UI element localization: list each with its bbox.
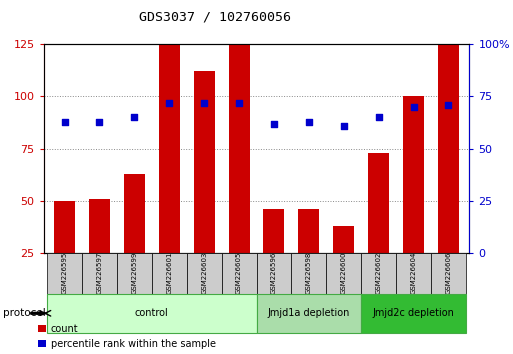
Bar: [124, 174, 145, 253]
Bar: [326, 253, 361, 294]
Point: [374, 115, 383, 120]
Text: GSM226602: GSM226602: [376, 251, 382, 294]
Point: [444, 102, 452, 108]
Bar: [54, 201, 75, 253]
Bar: [361, 294, 466, 333]
Text: GSM226598: GSM226598: [306, 251, 312, 294]
Bar: [152, 253, 187, 294]
Bar: [89, 199, 110, 253]
Text: Jmjd2c depletion: Jmjd2c depletion: [372, 308, 455, 318]
Point: [165, 100, 173, 105]
Bar: [438, 44, 459, 253]
Bar: [229, 44, 249, 253]
Legend: count, percentile rank within the sample: count, percentile rank within the sample: [38, 324, 216, 349]
Bar: [47, 294, 256, 333]
Text: GDS3037 / 102760056: GDS3037 / 102760056: [140, 11, 291, 24]
Bar: [264, 209, 284, 253]
Bar: [256, 253, 291, 294]
Text: GSM226595: GSM226595: [62, 252, 68, 294]
Bar: [82, 253, 117, 294]
Bar: [256, 294, 361, 333]
Bar: [368, 153, 389, 253]
Text: GSM226597: GSM226597: [96, 251, 103, 294]
Bar: [291, 253, 326, 294]
Text: protocol: protocol: [3, 308, 45, 318]
Point: [305, 119, 313, 124]
Point: [130, 115, 139, 120]
Bar: [117, 253, 152, 294]
Bar: [299, 209, 319, 253]
Point: [61, 119, 69, 124]
Text: GSM226603: GSM226603: [201, 251, 207, 294]
Bar: [187, 253, 222, 294]
Text: Jmjd1a depletion: Jmjd1a depletion: [268, 308, 350, 318]
Bar: [333, 226, 354, 253]
Text: GSM226606: GSM226606: [445, 251, 451, 294]
Bar: [403, 97, 424, 253]
Bar: [47, 253, 82, 294]
Text: GSM226600: GSM226600: [341, 251, 347, 294]
Text: GSM226604: GSM226604: [410, 251, 417, 294]
Bar: [431, 253, 466, 294]
Text: GSM226605: GSM226605: [236, 251, 242, 294]
Text: GSM226601: GSM226601: [166, 251, 172, 294]
Point: [95, 119, 104, 124]
Bar: [159, 44, 180, 253]
Bar: [396, 253, 431, 294]
Text: GSM226599: GSM226599: [131, 251, 137, 294]
Point: [340, 123, 348, 129]
Text: GSM226596: GSM226596: [271, 251, 277, 294]
Point: [200, 100, 208, 105]
Point: [409, 104, 418, 110]
Text: control: control: [135, 308, 169, 318]
Bar: [361, 253, 396, 294]
Bar: [194, 72, 214, 253]
Point: [235, 100, 243, 105]
Bar: [222, 253, 256, 294]
Point: [270, 121, 278, 126]
